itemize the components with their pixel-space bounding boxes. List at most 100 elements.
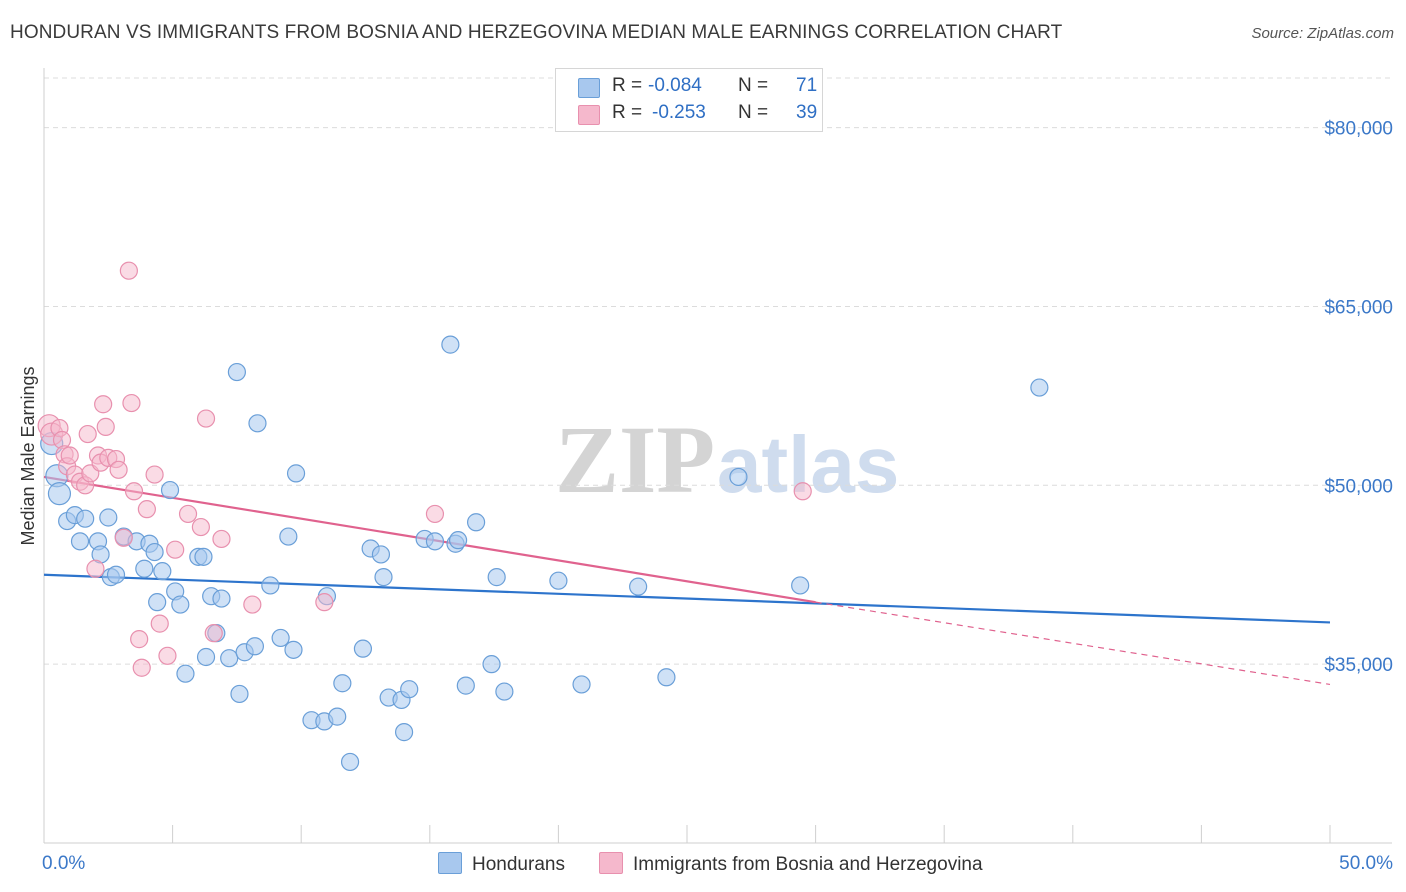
y-tick-label: $35,000 [1324,655,1393,676]
bottom-legend-swatch-pink [599,852,623,874]
point-hondurans [629,577,648,596]
legend-swatch-blue [578,78,600,98]
y-tick-label: $65,000 [1324,297,1393,318]
point-hondurans [279,527,298,546]
legend-n-label: N = [738,75,769,96]
point-bosnia [137,500,156,519]
bottom-legend-label: Hondurans [472,854,565,875]
point-bosnia [166,540,185,559]
point-bosnia [119,261,138,280]
legend-r-label: R = [612,102,643,123]
point-hondurans [466,513,486,532]
point-hondurans [284,640,303,659]
point-bosnia [204,624,223,643]
watermark: ZIP atlas [555,406,899,513]
legend-n-value: 39 [796,102,818,123]
point-hondurans [328,707,347,726]
point-bosnia [130,630,149,649]
point-bosnia [60,446,79,465]
point-hondurans [333,674,352,693]
point-hondurans [70,532,90,551]
legend-r-label: R = [612,75,643,96]
point-hondurans [227,362,246,382]
point-bosnia [158,646,177,665]
legend-n-label: N = [738,102,769,123]
point-hondurans [495,682,514,701]
point-hondurans [176,664,195,683]
point-hondurans [286,464,306,483]
point-hondurans [160,480,180,500]
point-hondurans [549,571,568,590]
point-bosnia [86,559,105,578]
point-hondurans [220,649,239,668]
point-hondurans [261,576,280,595]
point-hondurans [196,647,216,667]
bottom-legend-swatch-blue [438,852,462,874]
correlation-legend: R = -0.084 N = 71 R = -0.253 N = 39 [555,68,823,132]
point-bosnia [145,465,164,484]
point-bosnia [191,517,210,537]
point-hondurans [729,467,748,487]
point-bosnia [315,593,334,612]
point-hondurans [99,508,118,527]
point-bosnia [178,504,198,524]
point-hondurans [171,595,190,614]
point-bosnia [94,395,113,414]
point-bosnia [425,504,445,524]
point-hondurans [791,576,810,595]
point-hondurans [1030,378,1049,397]
point-hondurans [212,589,231,608]
point-hondurans [145,542,164,562]
point-hondurans [482,655,501,674]
bottom-legend-bosnia: Immigrants from Bosnia and Herzegovina [599,852,983,876]
x-tick-label-max: 50.0% [1339,853,1393,874]
point-hondurans [448,531,468,550]
point-bosnia [212,529,231,549]
point-hondurans [148,593,167,612]
x-tick-label-min: 0.0% [42,853,85,874]
point-hondurans [371,545,391,564]
axes [43,68,1392,844]
point-hondurans [153,562,172,581]
point-bosnia [114,528,133,547]
point-hondurans [353,639,373,658]
y-tick-label: $50,000 [1324,476,1393,497]
legend-swatch-pink [578,105,600,125]
point-hondurans [194,547,213,566]
source-label: Source: ZipAtlas.com [1251,25,1394,42]
y-axis-title: Median Male Earnings [18,366,38,545]
point-hondurans [456,676,475,695]
point-bosnia [124,482,144,501]
point-bosnia [132,658,151,677]
point-hondurans [271,628,290,648]
legend-r-value: -0.084 [648,75,702,96]
trend-line-bosnia-extension [815,601,1331,686]
point-hondurans [487,568,506,587]
point-bosnia [96,417,115,436]
point-hondurans [394,723,414,742]
point-hondurans [441,335,460,354]
y-tick-label: $80,000 [1324,119,1393,140]
point-hondurans [400,680,419,699]
legend-r-value: -0.253 [652,102,706,123]
point-bosnia [122,393,141,413]
point-hondurans [106,565,126,584]
point-hondurans [245,637,265,656]
point-hondurans [135,559,154,578]
point-hondurans [47,482,72,506]
point-bosnia [150,614,169,633]
watermark-zip: ZIP [555,406,715,513]
point-hondurans [657,668,676,687]
point-bosnia [78,424,97,444]
point-hondurans [76,509,95,528]
legend-n-value: 71 [796,75,818,96]
axis-labels: $35,000 $50,000 $65,000 $80,000 0.0% 50.0% Med… [18,119,1393,874]
bottom-legend-label: Immigrants from Bosnia and Herzegovina [633,854,983,875]
point-hondurans [425,532,445,551]
point-hondurans [572,675,591,694]
point-bosnia [793,482,812,501]
trend-line-hondurans [43,573,1331,624]
point-hondurans [230,684,249,704]
grid-lines [44,77,1392,665]
